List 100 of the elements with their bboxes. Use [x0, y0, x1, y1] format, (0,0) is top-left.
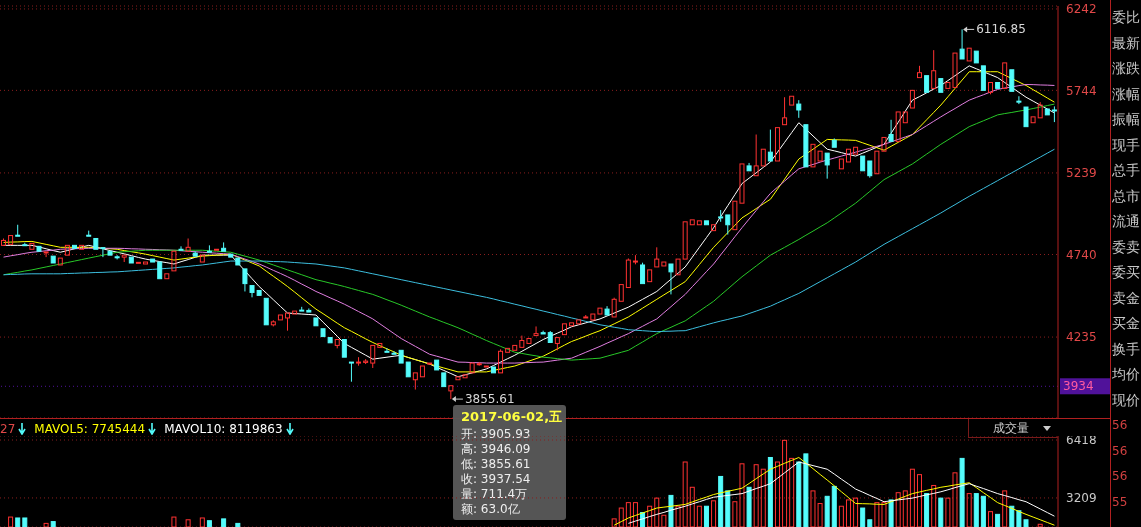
candlestick [377, 342, 383, 348]
candlestick [114, 254, 120, 260]
y-tick-label: 5744 [1066, 83, 1097, 98]
candlestick [135, 261, 141, 264]
annotation: 3855.61 [464, 392, 515, 407]
candlestick [931, 49, 937, 89]
candlestick [746, 162, 752, 172]
candlestick [277, 314, 283, 321]
candlestick [845, 148, 851, 163]
candlestick [72, 244, 78, 249]
candlestick [214, 248, 220, 251]
candlestick [50, 255, 56, 264]
candlestick [505, 347, 511, 353]
candlestick [895, 111, 901, 142]
candlestick [618, 284, 624, 302]
text: 27 [0, 422, 16, 436]
text: MAVOL10: 8119863 [164, 422, 283, 436]
text: 现价 [1111, 390, 1141, 410]
candlestick [661, 261, 667, 267]
text: 委比 [1111, 8, 1141, 27]
candlestick [675, 258, 681, 276]
candlestick [221, 241, 227, 252]
candlestick [533, 325, 539, 337]
candlestick [682, 221, 688, 260]
text: 56 [1111, 468, 1129, 485]
y-tick-label: 4740 [1066, 247, 1097, 262]
candlestick [973, 50, 979, 64]
text: 总手 [1111, 161, 1141, 180]
candlestick [526, 338, 532, 344]
text: 成交量 [993, 419, 1029, 437]
candlestick [576, 319, 582, 325]
candlestick [774, 127, 780, 162]
candlestick [838, 158, 844, 170]
annotation: 收: 3937.54 [461, 472, 532, 487]
candlestick [292, 310, 298, 315]
annotation: 量: 711.4万 [461, 487, 529, 502]
text: 买金 [1111, 314, 1141, 333]
text: 55 [1111, 493, 1129, 511]
candlestick [1016, 95, 1022, 105]
y-tick-label: 5239 [1066, 166, 1097, 181]
candlestick [711, 224, 717, 232]
candlestick [93, 237, 99, 250]
candlestick [867, 160, 873, 179]
candlestick [696, 220, 702, 226]
text: 涨跌 [1111, 59, 1141, 78]
candlestick [760, 148, 766, 167]
candlestick [107, 250, 113, 256]
candlestick [1009, 69, 1015, 92]
annotation: 高: 3946.09 [461, 442, 532, 457]
candlestick [427, 362, 433, 365]
text: 委买 [1111, 263, 1141, 282]
candlestick [512, 344, 518, 351]
candlestick [1023, 106, 1029, 128]
y-tick-label: 6418 [1066, 433, 1097, 448]
candlestick [285, 312, 291, 332]
y-tick-label: 4235 [1066, 330, 1097, 345]
candlestick [164, 273, 170, 280]
candlestick [924, 75, 930, 93]
candlestick [980, 65, 986, 91]
candlestick [483, 365, 489, 368]
candlestick [725, 214, 731, 236]
candlestick [128, 256, 134, 264]
text: 振幅 [1111, 110, 1141, 129]
candlestick [498, 348, 504, 374]
text: 委卖 [1111, 237, 1141, 257]
candlestick [782, 96, 788, 126]
candlestick [1002, 62, 1008, 89]
candlestick [434, 359, 440, 371]
annotation: 额: 63.0亿 [461, 502, 521, 517]
y-tick-label: 3209 [1066, 491, 1097, 506]
candlestick [569, 322, 575, 327]
text: 最新 [1111, 33, 1141, 53]
candlestick [171, 250, 177, 272]
candlestick [192, 250, 198, 257]
candlestick [966, 47, 972, 62]
candlestick [441, 372, 447, 388]
annotation: 6116.85 [976, 22, 1026, 37]
candlestick [831, 137, 837, 148]
candlestick [419, 365, 425, 378]
text: 流通 [1111, 212, 1141, 231]
candlestick [561, 323, 567, 336]
text: 56 [1111, 417, 1129, 434]
candlestick [242, 268, 248, 292]
candlestick [199, 254, 205, 263]
candlestick [469, 362, 475, 374]
candlestick [1, 237, 6, 246]
candlestick [79, 244, 85, 250]
text: 涨幅 [1111, 84, 1141, 104]
text: 卖金 [1111, 288, 1141, 308]
annotation: 低: 3855.61 [461, 457, 532, 472]
candlestick [327, 337, 333, 344]
annotation: 开: 3905.93 [461, 427, 532, 442]
candlestick [909, 89, 915, 109]
candlestick [824, 152, 830, 180]
candlestick [689, 219, 695, 226]
candlestick [1044, 108, 1050, 116]
text: 换手 [1111, 339, 1141, 359]
candlestick [490, 366, 496, 374]
candlestick [703, 220, 709, 226]
candlestick [995, 82, 1001, 89]
